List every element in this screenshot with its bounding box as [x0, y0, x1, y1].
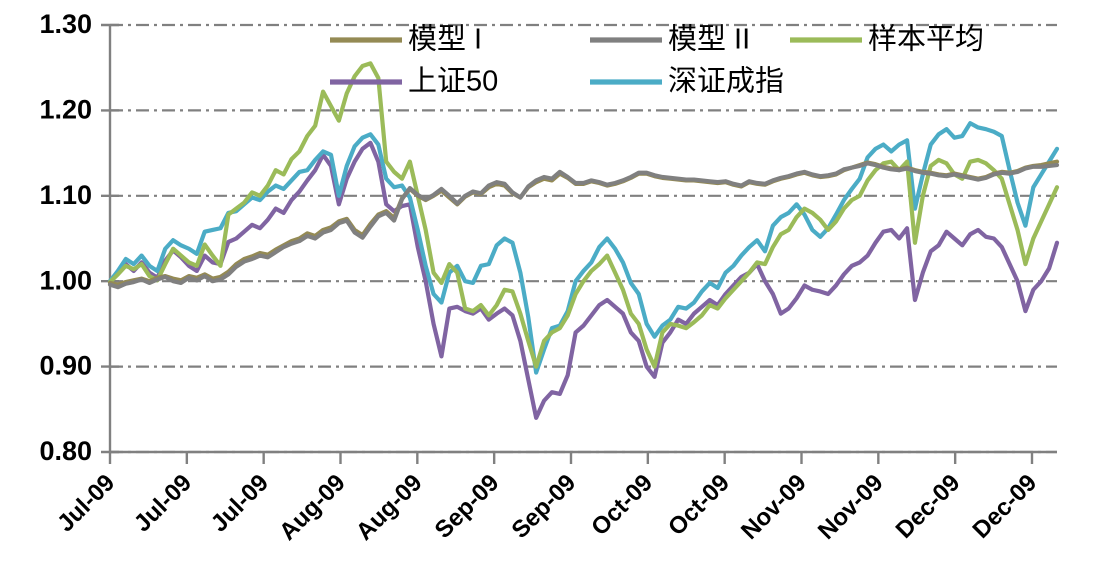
x-tick-label: Aug-09	[351, 469, 428, 546]
series-line-3	[107, 61, 1060, 369]
series-line-5	[107, 121, 1060, 375]
legend-label-4: 上证50	[408, 66, 498, 98]
x-tick-label: Jul-09	[129, 469, 197, 537]
x-tick-label: Oct-09	[586, 469, 658, 541]
series-line-4	[107, 140, 1060, 420]
x-tick-label: Sep-09	[506, 469, 581, 544]
series-line-2	[107, 161, 1060, 290]
x-tick-label: Jul-09	[52, 469, 120, 537]
x-tick-label: Nov-09	[736, 469, 812, 545]
x-tick-label: Oct-09	[663, 469, 735, 541]
legend-label-3: 样本平均	[868, 23, 984, 56]
y-tick-label: 1.00	[39, 265, 92, 295]
x-tick-label: Jul-09	[206, 469, 274, 537]
series-lines	[107, 61, 1060, 420]
legend-label-1: 模型 I	[408, 23, 482, 56]
y-tick-label: 0.90	[39, 351, 92, 381]
x-tick-label: Nov-09	[813, 469, 889, 545]
x-tick-label: Aug-09	[274, 469, 351, 546]
legend-label-5: 深证成指	[668, 65, 784, 98]
x-tick-label: Dec-09	[967, 469, 1042, 544]
y-tick-label: 0.80	[39, 436, 92, 466]
y-tick-label: 1.10	[39, 180, 92, 210]
y-tick-label: 1.20	[39, 95, 92, 125]
x-tick-label: Sep-09	[430, 469, 505, 544]
legend-label-2: 模型 II	[668, 23, 750, 56]
y-tick-label: 1.30	[39, 9, 92, 39]
x-tick-label: Dec-09	[891, 469, 966, 544]
y-axis: 1.30 1.20 1.10 1.00 0.90 0.80	[39, 9, 119, 466]
x-axis: Jul-09 Jul-09 Jul-09 Aug-09 Aug-09 Sep-09 Sep-…	[52, 450, 1057, 546]
